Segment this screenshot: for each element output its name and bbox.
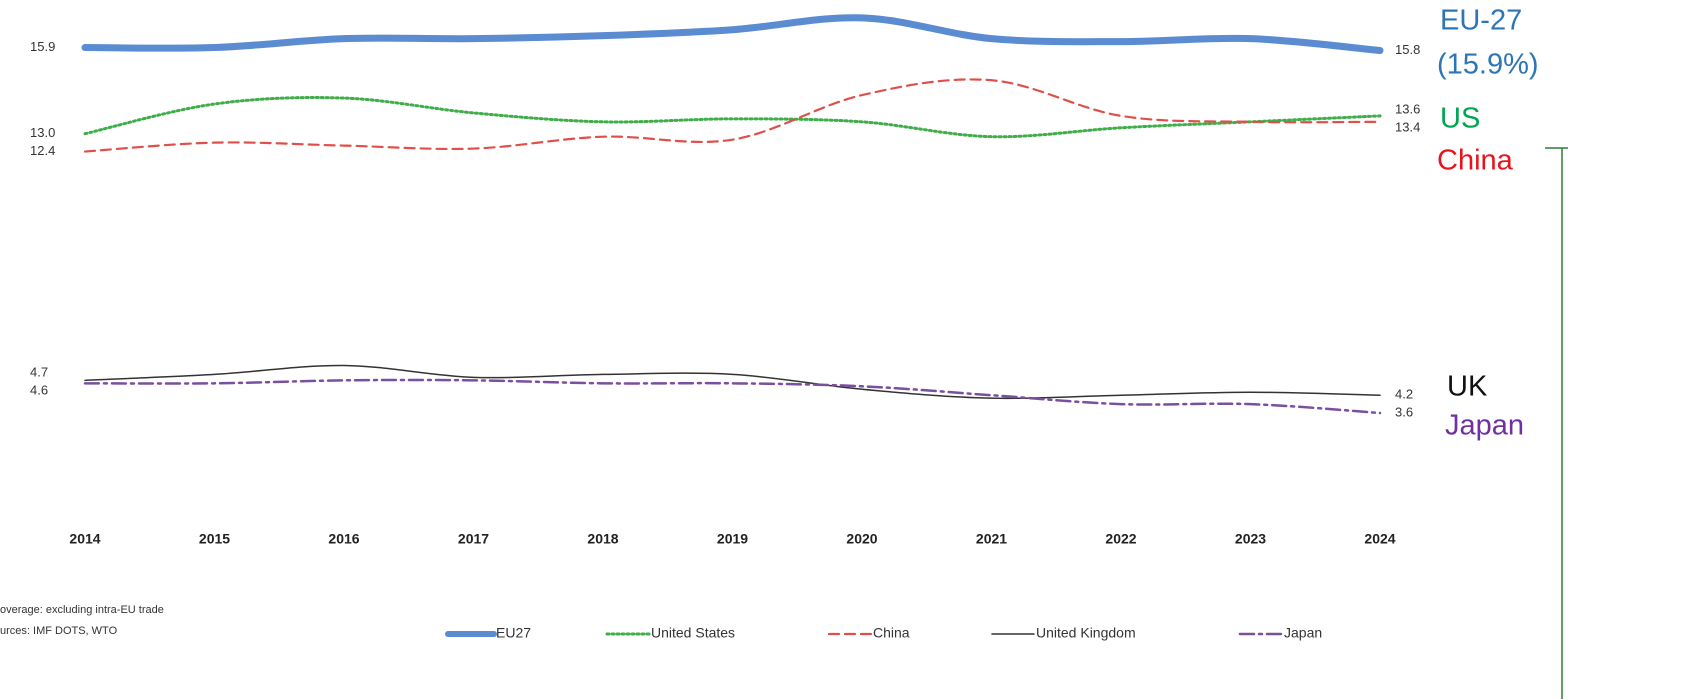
legend-label: United States: [651, 625, 735, 641]
side-box: [1545, 147, 1568, 699]
x-tick-label: 2018: [587, 531, 618, 547]
x-tick-label: 2020: [846, 531, 877, 547]
x-tick-label: 2022: [1105, 531, 1136, 547]
x-tick-label: 2023: [1235, 531, 1266, 547]
annotation: US: [1440, 103, 1480, 135]
series-line: [83, 378, 1382, 415]
footnote: overage: excluding intra-EU trade: [0, 604, 164, 616]
x-tick-label: 2015: [199, 531, 230, 547]
value-label: 13.0: [30, 125, 55, 140]
x-tick-label: 2016: [328, 531, 359, 547]
x-tick-label: 2017: [458, 531, 489, 547]
series-line: [81, 14, 1384, 55]
annotation: (15.9%): [1437, 49, 1539, 81]
legend-label: Japan: [1284, 625, 1322, 641]
value-label: 3.6: [1395, 405, 1413, 420]
x-tick-label: 2014: [69, 531, 100, 547]
x-tick-label: 2021: [976, 531, 1007, 547]
footnote: urces: IMF DOTS, WTO: [0, 625, 118, 637]
legend-label: United Kingdom: [1036, 625, 1136, 641]
annotation: China: [1437, 145, 1514, 177]
value-label: 4.7: [30, 364, 48, 379]
series-line: [83, 78, 1382, 153]
x-tick-label: 2019: [717, 531, 748, 547]
value-label: 15.8: [1395, 42, 1420, 57]
series-line: [84, 364, 1381, 400]
value-label: 13.6: [1395, 101, 1420, 116]
value-label: 4.2: [1395, 387, 1413, 402]
legend-label: China: [873, 625, 910, 641]
annotation: EU-27: [1440, 5, 1522, 37]
value-label: 15.9: [30, 39, 55, 54]
value-label: 4.6: [30, 382, 48, 397]
value-label: 12.4: [30, 143, 55, 158]
legend-label: EU27: [496, 625, 531, 641]
annotation: Japan: [1445, 410, 1524, 442]
annotation: UK: [1447, 371, 1488, 403]
x-tick-label: 2024: [1364, 531, 1395, 547]
value-label: 13.4: [1395, 119, 1420, 134]
series-line: [83, 96, 1382, 139]
